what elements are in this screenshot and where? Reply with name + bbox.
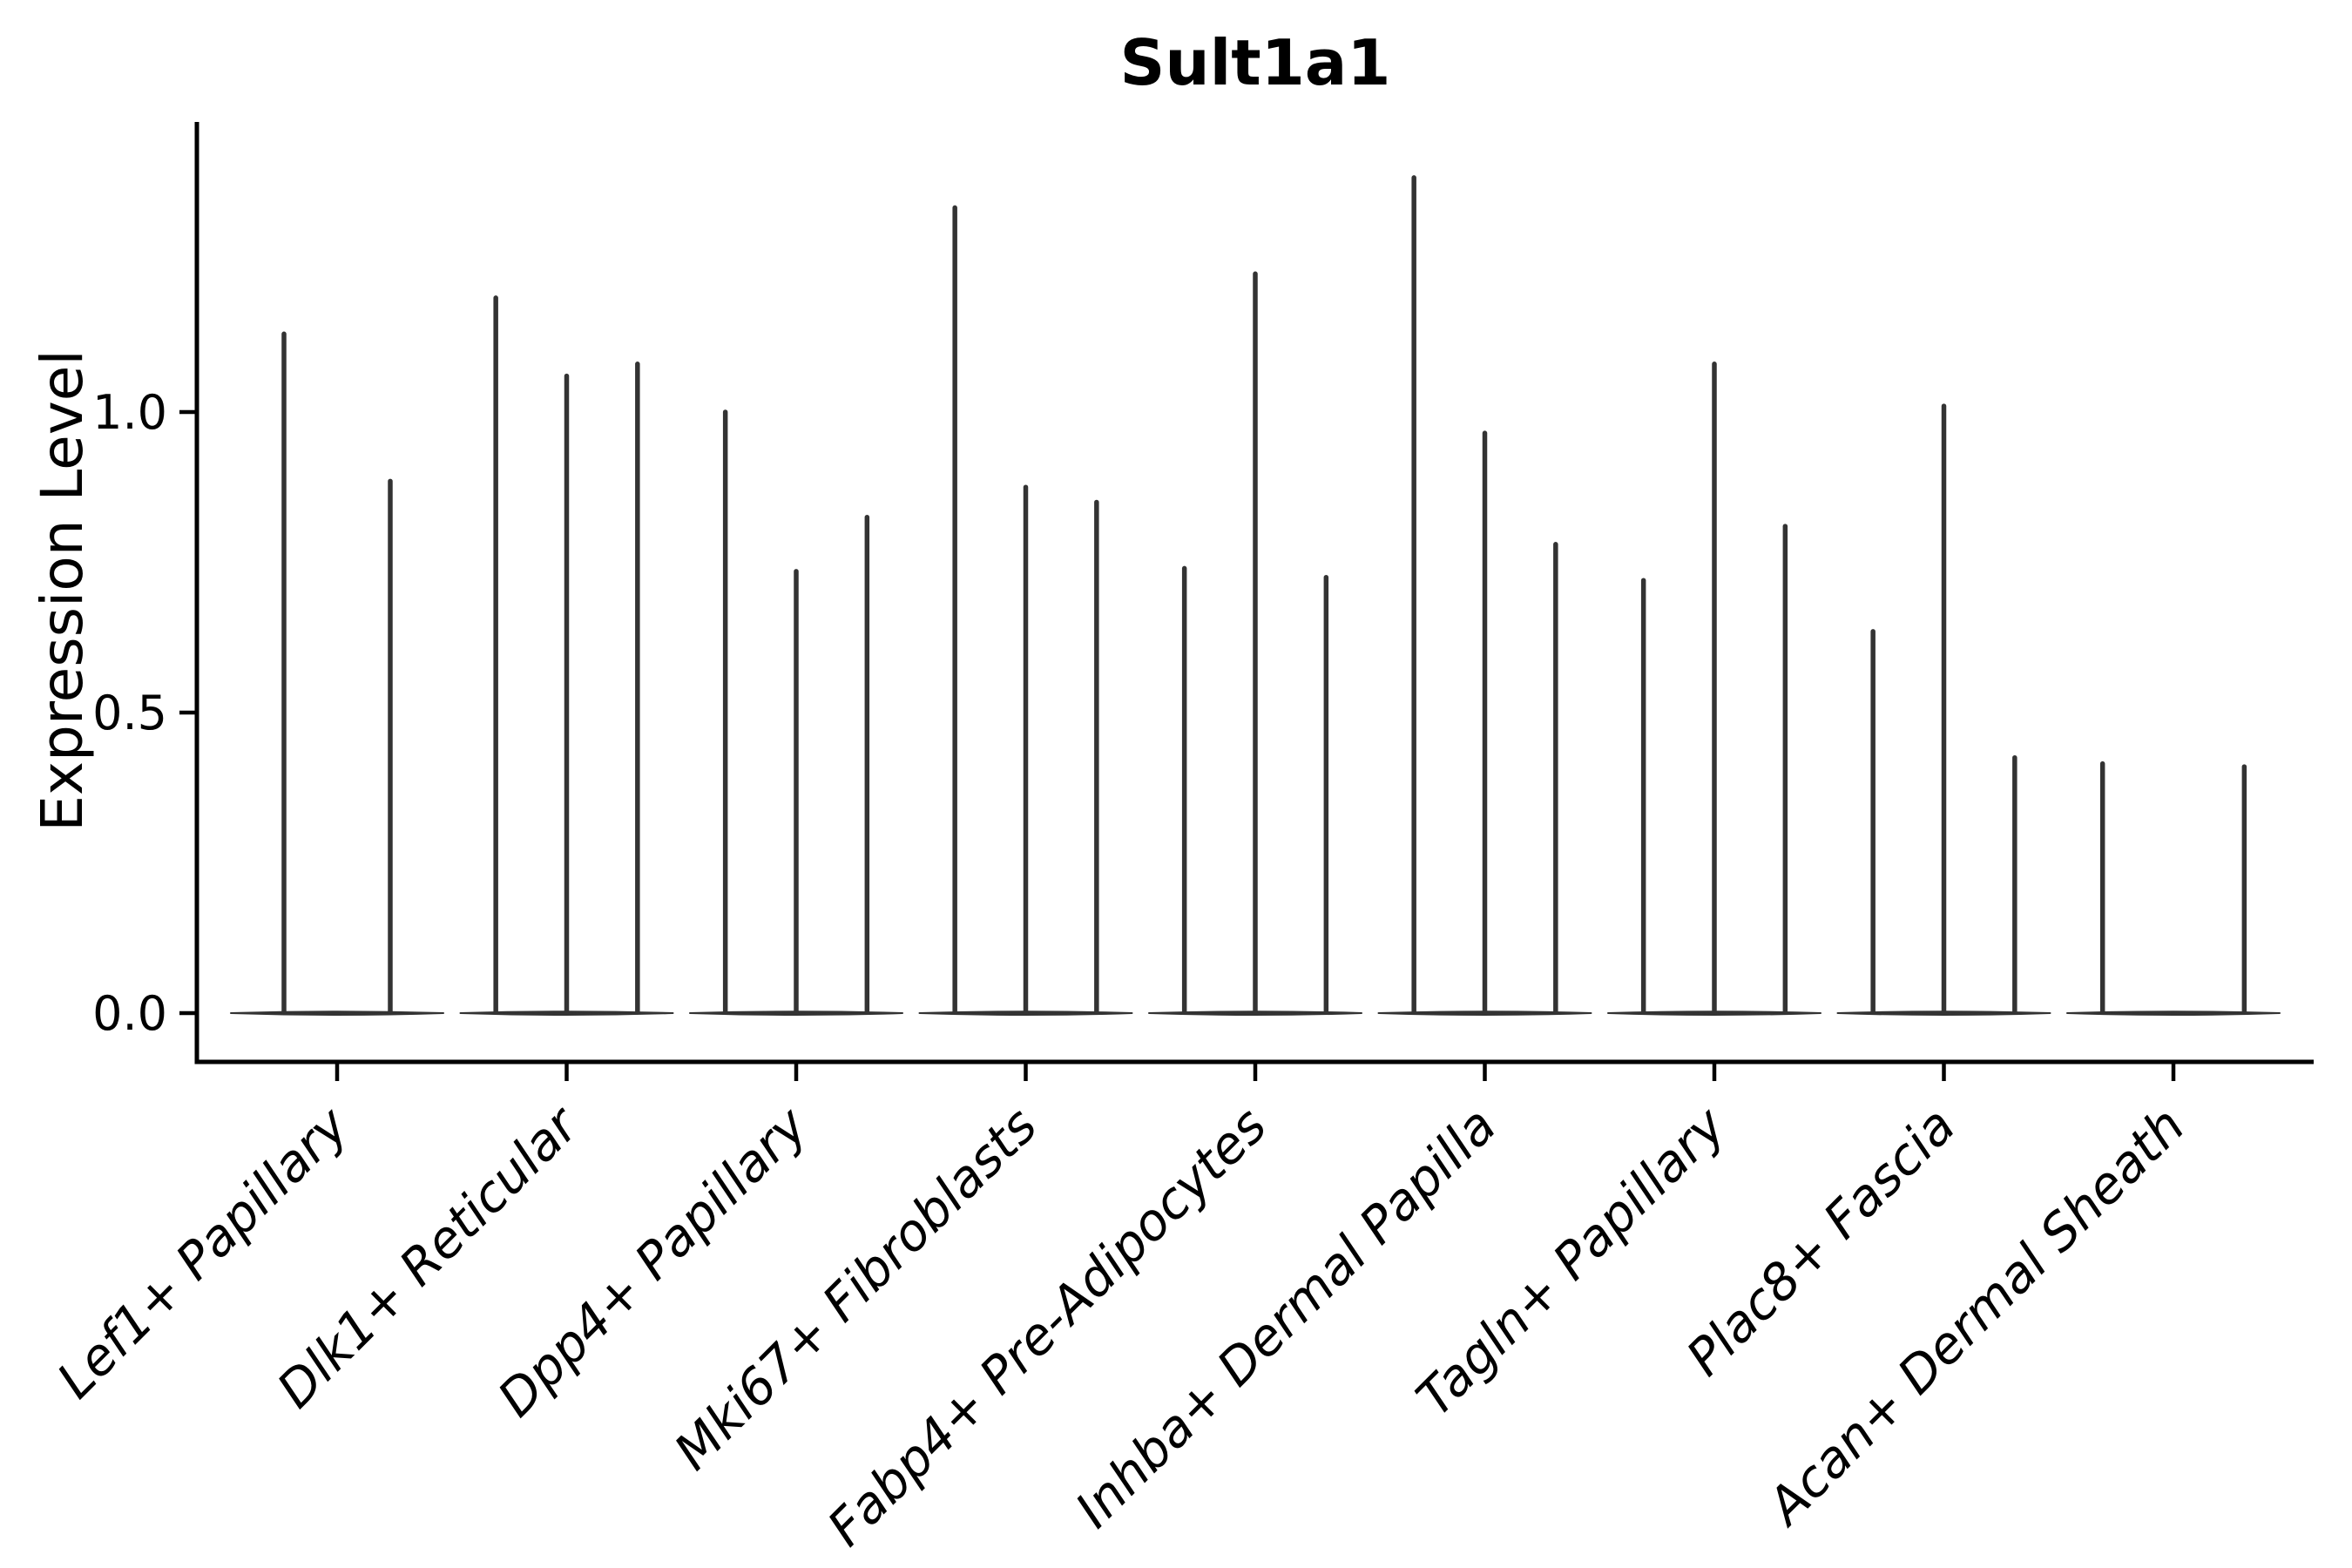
- x-tick-label: Inhba+ Dermal Papilla: [1064, 1096, 1507, 1539]
- violin-baseline: [230, 1010, 444, 1016]
- x-tick-label: Fabp4+ Pre-Adipocytes: [816, 1096, 1278, 1558]
- y-tick-label: 0.0: [92, 986, 167, 1041]
- plot-title: Sult1a1: [1119, 26, 1391, 99]
- y-tick-label: 0.5: [92, 686, 167, 740]
- y-tick-label: 1.0: [92, 385, 167, 440]
- violin-baseline: [2066, 1010, 2281, 1016]
- x-tick-label: Acan+ Dermal Sheath: [1754, 1096, 2196, 1538]
